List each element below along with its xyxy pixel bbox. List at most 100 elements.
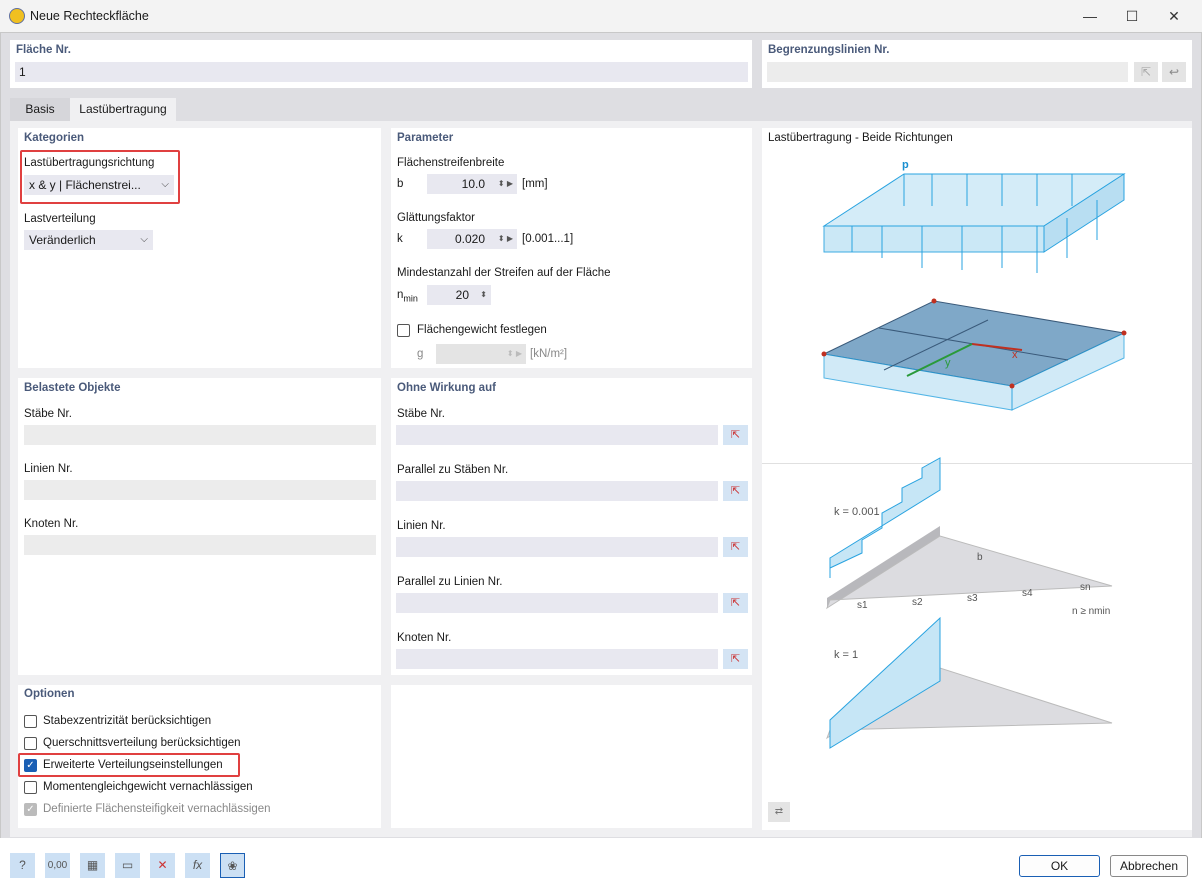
n-symbol: nmin bbox=[397, 289, 418, 303]
boundary-panel: Begrenzungslinien Nr. ⇱ ↩ bbox=[762, 40, 1192, 88]
minimize-button[interactable]: — bbox=[1083, 8, 1097, 24]
ohne-item-input[interactable] bbox=[396, 649, 718, 669]
highlight-box bbox=[18, 753, 240, 777]
chevron-down-icon: ⌵ bbox=[161, 179, 169, 190]
knoten-input[interactable] bbox=[24, 535, 376, 555]
ohne-title: Ohne Wirkung auf bbox=[397, 382, 496, 394]
b-symbol: b bbox=[397, 178, 404, 190]
k-unit: [0.001...1] bbox=[522, 233, 574, 245]
option-checkbox[interactable] bbox=[24, 737, 37, 750]
boundary-label: Begrenzungslinien Nr. bbox=[768, 44, 890, 56]
k1-label: k = 0.001 bbox=[834, 506, 880, 518]
cancel-button[interactable]: Abbrechen bbox=[1110, 855, 1188, 877]
spin-arrows-icon[interactable]: ⬍ ▶ bbox=[497, 179, 513, 188]
ohne-item-input[interactable] bbox=[396, 481, 718, 501]
diagram-panel: Lastübertragung - Beide Richtungen p x y… bbox=[762, 128, 1192, 830]
b-label: b bbox=[977, 552, 983, 563]
chevron-down-icon: ⌵ bbox=[140, 234, 148, 245]
option-checkbox[interactable]: ✓ bbox=[24, 759, 37, 772]
spin-arrows-icon[interactable]: ⬍ bbox=[480, 290, 487, 299]
display-icon[interactable]: ▭ bbox=[115, 853, 140, 878]
formula-icon[interactable]: fx bbox=[185, 853, 210, 878]
option-label: Erweiterte Verteilungseinstellungen bbox=[43, 759, 223, 771]
ohne-item-label: Stäbe Nr. bbox=[397, 408, 445, 420]
linien-label: Linien Nr. bbox=[24, 463, 73, 475]
s3-label: s3 bbox=[967, 593, 978, 604]
swap-view-icon[interactable]: ⇄ bbox=[768, 802, 790, 822]
pick-boundary-icon[interactable]: ⇱ bbox=[1134, 62, 1158, 82]
surface-label: Fläche Nr. bbox=[16, 44, 71, 56]
staebe-input[interactable] bbox=[24, 425, 376, 445]
kategorien-title: Kategorien bbox=[24, 132, 85, 144]
surface-number-input[interactable]: 1 bbox=[15, 62, 748, 82]
ohne-item-label: Parallel zu Linien Nr. bbox=[397, 576, 503, 588]
diagram-title: Lastübertragung - Beide Richtungen bbox=[768, 132, 953, 144]
direction-label: Lastübertragungsrichtung bbox=[24, 157, 155, 169]
divider bbox=[762, 463, 1192, 464]
help-icon[interactable]: ? bbox=[10, 853, 35, 878]
y-axis-label: y bbox=[945, 357, 951, 369]
ok-button[interactable]: OK bbox=[1019, 855, 1100, 877]
empty-panel bbox=[391, 685, 752, 828]
ohne-item-label: Knoten Nr. bbox=[397, 632, 452, 644]
belastete-title: Belastete Objekte bbox=[24, 382, 121, 394]
boundary-lines-input[interactable] bbox=[767, 62, 1128, 82]
n-spinbox[interactable]: 20 ⬍ bbox=[427, 285, 491, 305]
b-group-label: Flächenstreifenbreite bbox=[397, 157, 505, 169]
ohne-item-input[interactable] bbox=[396, 425, 718, 445]
colors-icon[interactable]: ▦ bbox=[80, 853, 105, 878]
app-icon bbox=[9, 8, 25, 24]
option-label: Querschnittsverteilung berücksichtigen bbox=[43, 737, 241, 749]
n-group-label: Mindestanzahl der Streifen auf der Fläch… bbox=[397, 267, 611, 279]
pick-object-icon[interactable]: ⇱ bbox=[723, 649, 748, 669]
knoten-label: Knoten Nr. bbox=[24, 518, 79, 530]
s1-label: s1 bbox=[857, 600, 868, 611]
ai-brain-icon[interactable]: ❀ bbox=[220, 853, 245, 878]
distribution-label: Lastverteilung bbox=[24, 213, 96, 225]
pick-object-icon[interactable]: ⇱ bbox=[723, 481, 748, 501]
distribution-select[interactable]: Veränderlich ⌵ bbox=[24, 230, 153, 250]
select-object-icon[interactable]: ✕ bbox=[150, 853, 175, 878]
option-label: Stabexzentrizität berücksichtigen bbox=[43, 715, 212, 727]
surface-panel: Fläche Nr. 1 bbox=[10, 40, 752, 88]
reverse-icon[interactable]: ↩ bbox=[1162, 62, 1186, 82]
s4-label: s4 bbox=[1022, 588, 1033, 599]
x-axis-label: x bbox=[1012, 349, 1018, 361]
pick-object-icon[interactable]: ⇱ bbox=[723, 425, 748, 445]
highlight-box bbox=[20, 150, 180, 204]
b-spinbox[interactable]: 10.0 ⬍ ▶ bbox=[427, 174, 517, 194]
ohne-wirkung-panel: Ohne Wirkung auf Stäbe Nr. ⇱ Parallel zu … bbox=[391, 378, 752, 675]
n-sym: n bbox=[397, 289, 404, 301]
tab-basis[interactable]: Basis bbox=[10, 98, 70, 121]
p-label: p bbox=[902, 159, 909, 171]
linien-input[interactable] bbox=[24, 480, 376, 500]
pick-object-icon[interactable]: ⇱ bbox=[723, 593, 748, 613]
g-spinbox[interactable]: ⬍ ▶ bbox=[436, 344, 526, 364]
maximize-button[interactable]: ☐ bbox=[1125, 8, 1139, 24]
load-transfer-diagram: p x y k = 0.001 b s1 s2 s3 s4 sn n ≥ nmi… bbox=[821, 159, 1127, 749]
n-rule-label: n ≥ nmin bbox=[1072, 606, 1110, 617]
parameter-title: Parameter bbox=[397, 132, 454, 144]
s2-label: s2 bbox=[912, 597, 923, 608]
spin-arrows-icon: ⬍ ▶ bbox=[506, 349, 522, 358]
ohne-item-input[interactable] bbox=[396, 537, 718, 557]
spin-arrows-icon[interactable]: ⬍ ▶ bbox=[497, 234, 513, 243]
kategorien-panel: Kategorien Lastübertragungsrichtung x & … bbox=[18, 128, 381, 368]
close-button[interactable]: ✕ bbox=[1168, 8, 1180, 24]
pick-object-icon[interactable]: ⇱ bbox=[723, 537, 748, 557]
ohne-item-input[interactable] bbox=[396, 593, 718, 613]
optionen-title: Optionen bbox=[24, 688, 75, 700]
parameter-panel: Parameter Flächenstreifenbreite b 10.0 ⬍ … bbox=[391, 128, 752, 368]
direction-select[interactable]: x & y | Flächenstrei... ⌵ bbox=[24, 175, 174, 195]
decimal-places-icon[interactable]: 0,00 bbox=[45, 853, 70, 878]
tab-lastuebertragung[interactable]: Lastübertragung bbox=[70, 98, 176, 121]
g-check-label: Flächengewicht festlegen bbox=[417, 324, 547, 336]
k-symbol: k bbox=[397, 233, 403, 245]
optionen-panel: Optionen Stabexzentrizität berücksichtig… bbox=[18, 685, 381, 828]
option-checkbox[interactable] bbox=[24, 715, 37, 728]
staebe-label: Stäbe Nr. bbox=[24, 408, 72, 420]
option-checkbox[interactable] bbox=[24, 781, 37, 794]
k-value: 0.020 bbox=[454, 232, 485, 246]
k-spinbox[interactable]: 0.020 ⬍ ▶ bbox=[427, 229, 517, 249]
g-checkbox[interactable] bbox=[397, 324, 410, 337]
